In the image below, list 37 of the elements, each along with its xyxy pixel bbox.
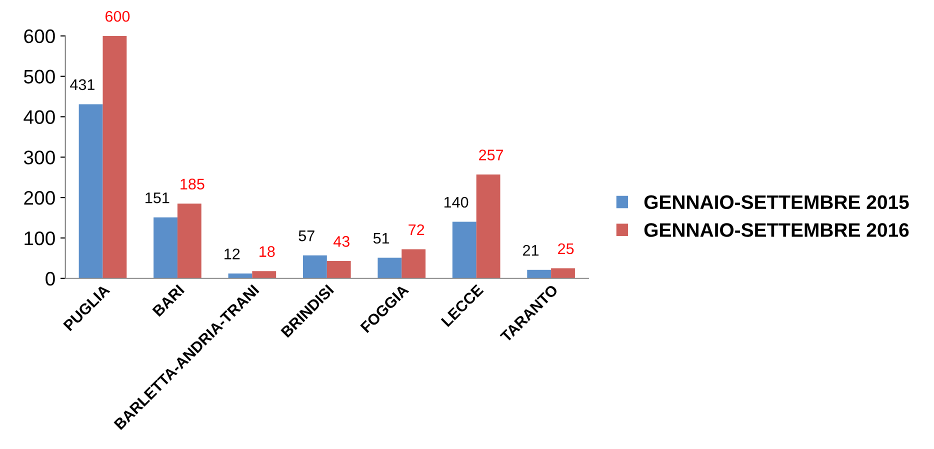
bar [78,104,103,278]
data-label: 257 [479,150,504,160]
legend-label: GENNAIO-SETTEMBRE 2016 [644,223,909,237]
bar [252,271,276,278]
bar [154,217,178,278]
data-label: 140 [444,196,468,208]
data-label: 600 [106,10,130,22]
y-tick-label: 100 [24,231,55,246]
bar [177,204,202,278]
bar [476,174,500,278]
y-tick-label: 600 [24,29,55,44]
bar [228,274,252,278]
data-label: 18 [260,246,275,257]
bar [102,36,127,278]
data-label: 431 [70,79,94,90]
data-label: 25 [558,243,574,254]
data-label: 57 [298,230,314,242]
y-tick-label: 200 [24,191,55,205]
y-tick-label: 500 [24,70,55,84]
y-tick-label: 400 [24,110,55,124]
data-label: 43 [333,236,350,247]
data-label: 185 [180,178,204,190]
y-tick-label: 0 [46,272,55,286]
data-label: 151 [146,192,170,204]
data-label: 12 [224,248,240,260]
bar [452,222,476,278]
bar [551,268,575,278]
bar [302,255,327,278]
bar [378,258,402,278]
bar [402,249,426,278]
data-label: 21 [523,244,539,256]
bar [326,261,351,278]
y-tick-label: 300 [24,150,55,164]
data-label: 72 [408,224,424,236]
data-label: 51 [373,232,390,244]
bar [527,270,552,278]
legend-label: GENNAIO-SETTEMBRE 2015 [644,195,909,210]
